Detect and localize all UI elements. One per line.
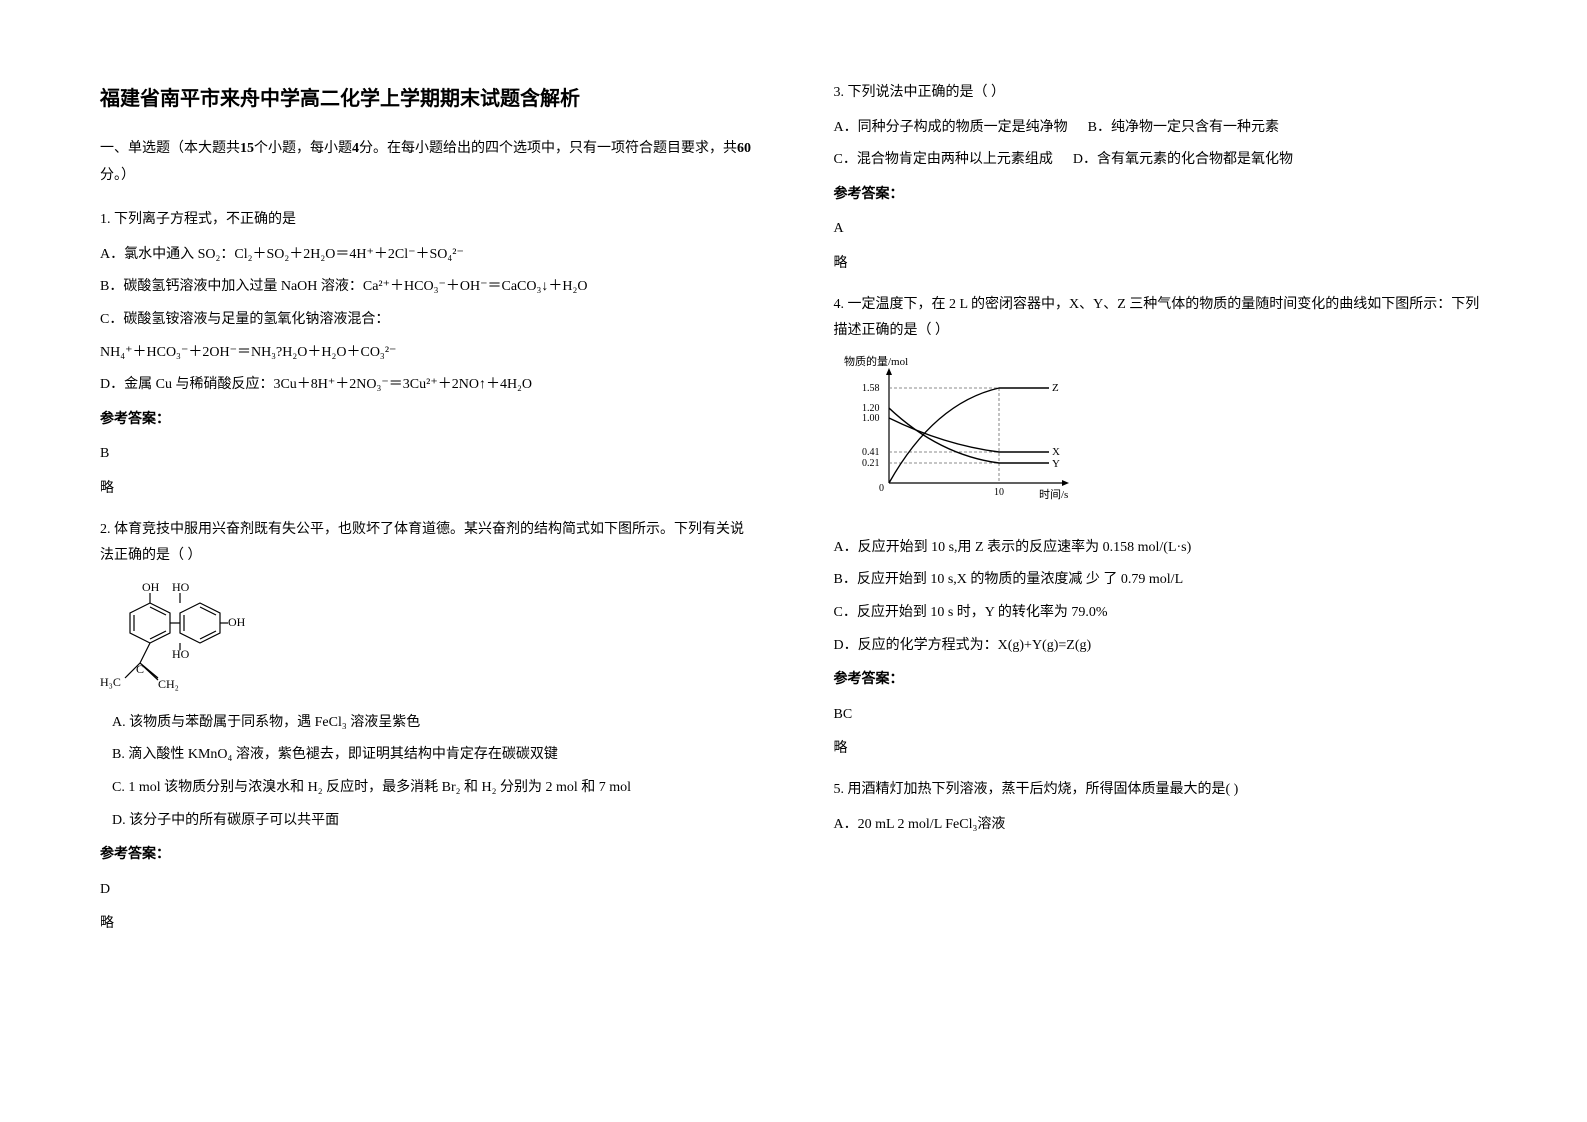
q3-option-a: A．同种分子构成的物质一定是纯净物 <box>834 115 1068 142</box>
q3-options-row1: A．同种分子构成的物质一定是纯净物 B．纯净物一定只含有一种元素 <box>834 115 1488 142</box>
svg-text:OH: OH <box>142 580 160 594</box>
q1-option-d: D．金属 Cu 与稀硝酸反应：3Cu＋8H⁺＋2NO₃⁻＝3Cu²⁺＋2NO↑＋… <box>100 372 754 399</box>
q5-option-a: A．20 mL 2 mol/L FeCl₃溶液 <box>834 812 1488 839</box>
question-4: 4. 一定温度下，在 2 L 的密闭容器中，X、Y、Z 三种气体的物质的量随时间… <box>834 292 1488 763</box>
svg-text:H₃C: H₃C <box>100 675 121 689</box>
left-column: 福建省南平市来舟中学高二化学上学期期末试题含解析 一、单选题（本大题共15个小题… <box>100 80 754 1042</box>
svg-text:1.58: 1.58 <box>862 383 880 394</box>
svg-text:0.41: 0.41 <box>862 447 880 458</box>
svg-text:HO: HO <box>172 647 190 661</box>
page-title: 福建省南平市来舟中学高二化学上学期期末试题含解析 <box>100 80 754 118</box>
q2-brief: 略 <box>100 911 754 938</box>
q1-option-a: A．氯水中通入 SO₂：Cl₂＋SO₂＋2H₂O＝4H⁺＋2Cl⁻＋SO₄²⁻ <box>100 242 754 269</box>
svg-text:10: 10 <box>994 487 1004 498</box>
q2-answer-label: 参考答案： <box>100 842 754 869</box>
q1-b-prefix: B．碳酸氢钙溶液中加入过量 NaOH 溶液：Ca²⁺＋ <box>100 279 404 294</box>
question-1: 1. 下列离子方程式，不正确的是 A．氯水中通入 SO₂：Cl₂＋SO₂＋2H₂… <box>100 207 754 502</box>
svg-text:时间/s: 时间/s <box>1039 488 1068 501</box>
q1-c-img1: NH₄⁺ <box>100 345 133 360</box>
q2-text: 2. 体育竞技中服用兴奋剂既有失公平，也败坏了体育道德。某兴奋剂的结构简式如下图… <box>100 517 754 570</box>
structure-svg: OH HO OH HO H₃C C CH₂ <box>100 578 260 698</box>
svg-text:Y: Y <box>1052 458 1060 470</box>
q3-option-c: C．混合物肯定由两种以上元素组成 <box>834 147 1053 174</box>
question-5: 5. 用酒精灯加热下列溶液，蒸干后灼烧，所得固体质量最大的是( ) A．20 m… <box>834 777 1488 838</box>
svg-text:C: C <box>136 662 144 676</box>
q2-option-c: C. 1 mol 该物质分别与浓溴水和 H₂ 反应时，最多消耗 Br₂ 和 H₂… <box>100 775 754 802</box>
svg-text:Z: Z <box>1052 382 1059 394</box>
q4-option-c: C．反应开始到 10 s 时，Y 的转化率为 79.0% <box>834 600 1488 627</box>
svg-text:OH: OH <box>228 615 246 629</box>
svg-text:HO: HO <box>172 580 190 594</box>
svg-text:0.21: 0.21 <box>862 458 880 469</box>
q2-option-d: D. 该分子中的所有碳原子可以共平面 <box>100 808 754 835</box>
q1-a-prefix: A．氯水中通入 SO₂：Cl₂＋SO₂＋2H₂O＝4H⁺＋2Cl⁻＋ <box>100 247 430 262</box>
section-header: 一、单选题（本大题共15个小题，每小题4分。在每小题给出的四个选项中，只有一项符… <box>100 136 754 189</box>
q1-a-formula: SO₄²⁻ <box>430 247 464 262</box>
q2-option-a: A. 该物质与苯酚属于同系物，遇 FeCl₃ 溶液呈紫色 <box>100 710 754 737</box>
q3-answer-label: 参考答案： <box>834 182 1488 209</box>
q1-d-formula: NO₃⁻ <box>356 377 389 392</box>
section-points: 4 <box>352 141 359 156</box>
q4-option-d: D．反应的化学方程式为：X(g)+Y(g)=Z(g) <box>834 633 1488 660</box>
q1-b-suffix: ＋OH⁻＝CaCO₃↓＋H₂O <box>446 279 588 294</box>
q3-options-row2: C．混合物肯定由两种以上元素组成 D．含有氧元素的化合物都是氧化物 <box>834 147 1488 174</box>
q4-text: 4. 一定温度下，在 2 L 的密闭容器中，X、Y、Z 三种气体的物质的量随时间… <box>834 292 1488 345</box>
q4-answer: BC <box>834 702 1488 729</box>
q1-option-c-line2: NH₄⁺＋HCO₃⁻＋2OH⁻＝NH₃?H₂O＋H₂O＋CO₃²⁻ <box>100 340 754 367</box>
section-suffix: 分。） <box>100 168 135 183</box>
section-total: 60 <box>737 141 751 156</box>
q4-brief: 略 <box>834 736 1488 763</box>
q1-c-img2: HCO₃⁻ <box>147 345 189 360</box>
q1-option-c: C．碳酸氢铵溶液与足量的氢氧化钠溶液混合： <box>100 307 754 334</box>
chart-svg: 物质的量/mol 1.58 1.20 1.00 0.41 0.21 0 <box>834 353 1094 523</box>
q4-answer-label: 参考答案： <box>834 667 1488 694</box>
q4-option-a: A．反应开始到 10 s,用 Z 表示的反应速率为 0.158 mol/(L·s… <box>834 535 1488 562</box>
q5-text: 5. 用酒精灯加热下列溶液，蒸干后灼烧，所得固体质量最大的是( ) <box>834 777 1488 804</box>
q3-option-b: B．纯净物一定只含有一种元素 <box>1088 115 1279 142</box>
section-count: 15 <box>240 141 254 156</box>
q2-answer: D <box>100 877 754 904</box>
q1-answer-label: 参考答案： <box>100 407 754 434</box>
q1-d-suffix: ＝3Cu²⁺＋2NO↑＋4H₂O <box>389 377 532 392</box>
q1-text: 1. 下列离子方程式，不正确的是 <box>100 207 754 234</box>
q1-answer: B <box>100 441 754 468</box>
q1-brief: 略 <box>100 476 754 503</box>
svg-text:0: 0 <box>879 483 884 494</box>
svg-text:1.00: 1.00 <box>862 413 880 424</box>
question-3: 3. 下列说法中正确的是（ ） A．同种分子构成的物质一定是纯净物 B．纯净物一… <box>834 80 1488 278</box>
q2-structure-diagram: OH HO OH HO H₃C C CH₂ <box>100 578 754 698</box>
q4-option-b: B．反应开始到 10 s,X 的物质的量浓度减 少 了 0.79 mol/L <box>834 567 1488 594</box>
q3-brief: 略 <box>834 251 1488 278</box>
q3-text: 3. 下列说法中正确的是（ ） <box>834 80 1488 107</box>
question-2: 2. 体育竞技中服用兴奋剂既有失公平，也败坏了体育道德。某兴奋剂的结构简式如下图… <box>100 517 754 938</box>
q4-chart: 物质的量/mol 1.58 1.20 1.00 0.41 0.21 0 <box>834 353 1488 523</box>
section-header-prefix: 一、单选题（本大题共 <box>100 141 240 156</box>
svg-text:X: X <box>1052 446 1060 458</box>
section-mid1: 个小题，每小题 <box>254 141 352 156</box>
right-column: 3. 下列说法中正确的是（ ） A．同种分子构成的物质一定是纯净物 B．纯净物一… <box>834 80 1488 1042</box>
q1-option-b: B．碳酸氢钙溶液中加入过量 NaOH 溶液：Ca²⁺＋HCO₃⁻＋OH⁻＝CaC… <box>100 274 754 301</box>
q1-c-img3: CO₃²⁻ <box>360 345 396 360</box>
section-mid2: 分。在每小题给出的四个选项中，只有一项符合题目要求，共 <box>359 141 737 156</box>
q1-c-mid1: ＋ <box>133 345 147 360</box>
q1-b-formula: HCO₃⁻ <box>404 279 446 294</box>
q2-option-b: B. 滴入酸性 KMnO₄ 溶液，紫色褪去，即证明其结构中肯定存在碳碳双键 <box>100 742 754 769</box>
svg-text:CH₂: CH₂ <box>158 677 179 691</box>
q1-d-prefix: D．金属 Cu 与稀硝酸反应：3Cu＋8H⁺＋2 <box>100 377 356 392</box>
q3-option-d: D．含有氧元素的化合物都是氧化物 <box>1073 147 1293 174</box>
q1-c-mid2: ＋2OH⁻＝NH₃?H₂O＋H₂O＋ <box>188 345 360 360</box>
q3-answer: A <box>834 216 1488 243</box>
chart-ylabel: 物质的量/mol <box>844 354 908 368</box>
